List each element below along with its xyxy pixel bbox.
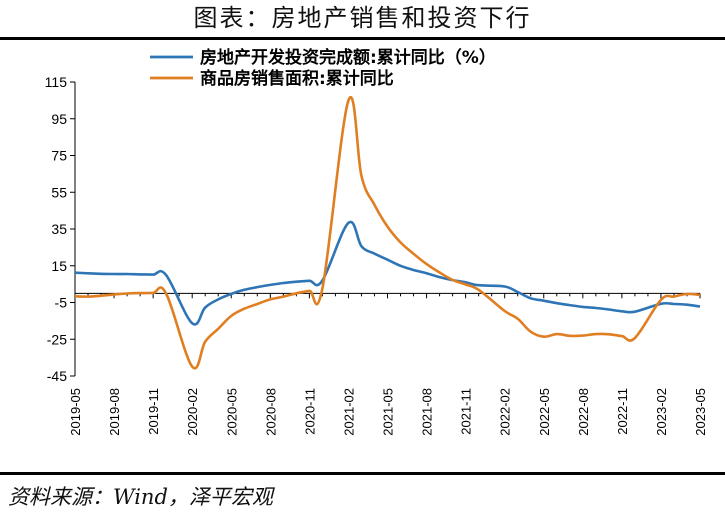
- y-tick-label: 15: [51, 258, 67, 274]
- x-tick-label: 2022-11: [615, 388, 630, 435]
- x-tick-label: 2019-11: [146, 388, 161, 435]
- x-tick-label: 2023-02: [654, 388, 669, 436]
- y-tick-label: -45: [47, 368, 67, 384]
- y-tick-label: -5: [55, 295, 68, 311]
- source-note: 资料来源：Wind，泽平宏观: [8, 485, 273, 509]
- bottom-rule: [0, 472, 725, 475]
- y-tick-label: 115: [45, 74, 68, 90]
- top-rule: [0, 37, 725, 40]
- x-tick-label: 2020-11: [302, 388, 317, 435]
- series-lines: [74, 96, 701, 370]
- line-chart: 房地产开发投资完成额:累计同比（%）商品房销售面积:累计同比 115 95 75 55…: [45, 47, 708, 436]
- y-tick-label: 75: [51, 148, 67, 164]
- x-tick-label: 2020-08: [263, 388, 278, 436]
- x-tick-label: 2022-05: [537, 388, 552, 436]
- y-tick-label: -25: [47, 331, 67, 347]
- x-tick-label: 2022-02: [498, 388, 513, 436]
- x-tick-label: 2023-05: [693, 388, 708, 436]
- y-tick-label: 35: [51, 221, 67, 237]
- x-tick-label: 2021-05: [381, 388, 396, 436]
- legend-label: 房地产开发投资完成额:累计同比（%）: [200, 47, 496, 68]
- x-tick-label: 2021-08: [420, 388, 435, 436]
- series-line-investment: [74, 220, 701, 326]
- legend-label: 商品房销售面积:累计同比: [200, 68, 394, 89]
- x-tick-label: 2019-05: [68, 388, 83, 436]
- legend: 房地产开发投资完成额:累计同比（%）商品房销售面积:累计同比: [150, 47, 496, 89]
- chart-title: 图表：房地产销售和投资下行: [193, 4, 532, 32]
- y-tick-label: 95: [51, 111, 67, 127]
- series-line-sales-area: [74, 96, 701, 370]
- x-tick-label: 2021-02: [341, 388, 356, 436]
- x-tick-label: 2020-02: [185, 388, 200, 436]
- x-tick-label: 2021-11: [459, 388, 474, 435]
- x-tick-label: 2020-05: [224, 388, 239, 436]
- y-tick-label: 55: [51, 184, 67, 200]
- x-tick-label: 2022-08: [576, 388, 591, 436]
- x-tick-label: 2019-08: [107, 388, 122, 436]
